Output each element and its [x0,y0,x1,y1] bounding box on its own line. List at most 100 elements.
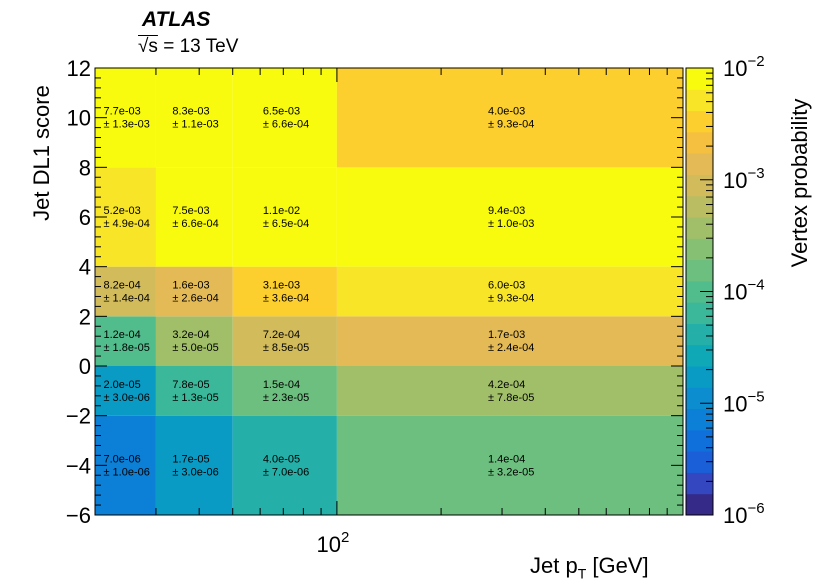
cell-error-label: ± 3.2e-05 [488,466,534,478]
cell-value-label: 1.1e-02 [263,205,300,217]
cell-value-label: 1.4e-04 [488,453,525,465]
colorbar-segment [686,195,713,218]
colorbar-tick-label: 10−2 [723,53,765,81]
cell-error-label: ± 4.9e-04 [103,218,149,230]
x-axis-label-unit: [GeV] [592,553,649,578]
cell-error-label: ± 5.0e-05 [172,342,218,354]
y-tick-label: −4 [66,453,91,478]
heatmap-cell [336,68,683,168]
cell-error-label: ± 1.8e-05 [103,342,149,354]
cell-value-label: 6.0e-03 [488,280,525,292]
heatmap-cell [232,167,337,267]
colorbar-segment [686,217,713,239]
cell-error-label: ± 2.4e-04 [488,342,534,354]
y-tick-label: −2 [66,404,91,429]
colorbar-segment [686,366,713,388]
cell-error-label: ± 3.0e-06 [172,466,218,478]
y-tick-label: 12 [67,56,91,81]
heatmap-cell [232,366,337,416]
y-tick-label: 8 [79,155,91,180]
colorbar-segment [686,387,713,410]
colorbar-segment [686,153,713,175]
heatmap-cell [336,167,683,267]
cell-value-label: 8.3e-03 [172,106,209,118]
colorbar-segment [686,344,713,367]
colorbar-segment [686,131,713,154]
x-tick-label: 102 [316,529,349,557]
cell-value-label: 1.5e-04 [263,379,300,391]
y-tick-label: 6 [79,205,91,230]
colorbar-segment [686,323,713,346]
cell-value-label: 4.2e-04 [488,379,525,391]
colorbar-segment [686,451,713,473]
heatmap-cell [232,266,337,317]
cell-value-label: 1.2e-04 [103,329,140,341]
x-axis-label: Jet pT [GeV] [530,553,649,581]
y-axis-label: Jet DL1 score [29,85,54,221]
colorbar-tick-label: 10−4 [723,277,765,305]
colorbar-label: Vertex probability [787,98,812,268]
cell-error-label: ± 7.0e-06 [263,466,309,478]
x-axis-label-sub: T [577,565,587,582]
heatmap-cell [155,366,233,416]
cell-error-label: ± 9.3e-04 [488,293,534,305]
colorbar-segment [686,238,713,261]
cell-value-label: 3.1e-03 [263,280,300,292]
cell-value-label: 4.0e-05 [263,453,300,465]
cell-error-label: ± 6.6e-04 [263,119,309,131]
energy-sqrt: √s [138,36,158,57]
x-axis-label-main: Jet p [530,553,578,578]
cell-error-label: ± 1.0e-06 [103,466,149,478]
cell-value-label: 6.5e-03 [263,106,300,118]
cell-error-label: ± 2.3e-05 [263,392,309,404]
colorbar-segment [686,429,713,452]
heatmap-cell [336,366,683,416]
y-tick-label: 0 [79,354,91,379]
y-tick-label: 10 [67,106,91,131]
cell-value-label: 3.2e-04 [172,329,209,341]
cell-value-label: 1.7e-03 [488,329,525,341]
cell-value-label: 7.8e-05 [172,379,209,391]
heatmap-cell [95,316,156,366]
heatmap-cell [336,415,683,515]
heatmap-cell [155,316,233,366]
cell-value-label: 7.0e-06 [103,453,140,465]
cell-value-label: 9.4e-03 [488,205,525,217]
energy-label: √s = 13 TeV [138,36,238,58]
colorbar-segment [686,302,713,324]
cell-error-label: ± 2.6e-04 [172,293,218,305]
cell-error-label: ± 1.0e-03 [488,218,534,230]
cell-error-label: ± 9.3e-04 [488,119,534,131]
heatmap-cell [155,167,233,267]
heatmap-cell [155,68,233,168]
colorbar-segment [686,493,713,516]
cell-error-label: ± 3.6e-04 [263,293,309,305]
plot-frame [94,67,684,516]
cell-value-label: 7.5e-03 [172,205,209,217]
heatmap-cell [95,266,156,317]
colorbar-segment [686,259,713,282]
energy-value: = 13 TeV [163,36,239,57]
heatmap-cell [95,366,156,416]
cell-error-label: ± 1.3e-03 [103,119,149,131]
colorbar-tick-label: 10−3 [723,165,765,193]
cell-error-label: ± 3.0e-06 [103,392,149,404]
cell-value-label: 1.7e-05 [172,453,209,465]
heatmap-cell [232,316,337,366]
heatmap-cell [232,68,337,168]
colorbar-segment [686,408,713,431]
cell-error-label: ± 1.3e-05 [172,392,218,404]
cell-error-label: ± 6.5e-04 [263,218,309,230]
cell-error-label: ± 8.5e-05 [263,342,309,354]
y-tick-label: 4 [79,255,91,280]
heatmap-cell [155,266,233,317]
cell-value-label: 5.2e-03 [103,205,140,217]
cell-error-label: ± 1.4e-04 [103,293,149,305]
cell-value-label: 8.2e-04 [103,280,140,292]
heatmap-cell [336,316,683,366]
colorbar-segment [686,110,713,133]
cell-value-label: 4.0e-03 [488,106,525,118]
colorbar-tick-label: 10−5 [723,388,765,416]
